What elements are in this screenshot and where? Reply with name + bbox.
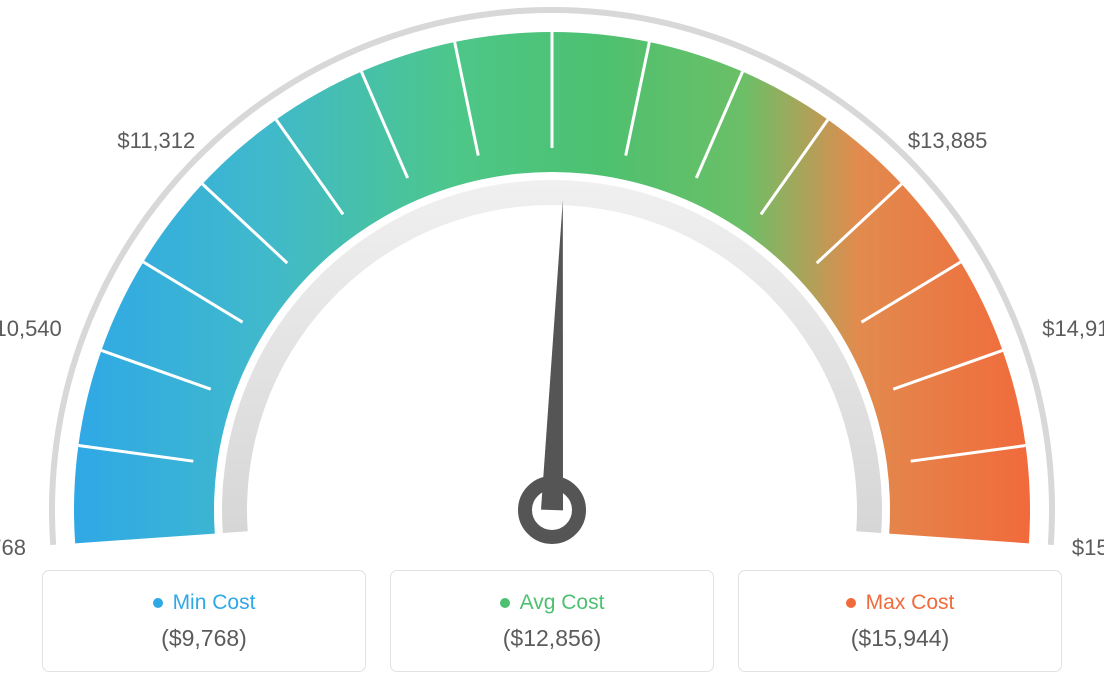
legend-row: Min Cost ($9,768) Avg Cost ($12,856) Max…	[0, 570, 1104, 672]
gauge-tick-label: $9,768	[0, 535, 26, 561]
cost-gauge-figure: $9,768$10,540$11,312$12,856$13,885$14,91…	[0, 0, 1104, 690]
gauge-svg	[0, 0, 1104, 555]
gauge-tick-label: $13,885	[908, 128, 988, 154]
gauge-tick-label: $15,944	[1072, 535, 1104, 561]
legend-dot-max	[846, 598, 856, 608]
legend-dot-min	[153, 598, 163, 608]
gauge-tick-label: $11,312	[117, 128, 195, 154]
legend-top: Min Cost	[153, 591, 256, 615]
legend-value-min: ($9,768)	[161, 625, 247, 652]
legend-name-min: Min Cost	[173, 591, 256, 615]
legend-name-max: Max Cost	[866, 591, 955, 615]
legend-dot-avg	[500, 598, 510, 608]
legend-name-avg: Avg Cost	[520, 591, 605, 615]
legend-card-avg: Avg Cost ($12,856)	[390, 570, 714, 672]
legend-card-min: Min Cost ($9,768)	[42, 570, 366, 672]
legend-top: Max Cost	[846, 591, 955, 615]
gauge-tick-label: $10,540	[0, 316, 62, 342]
legend-value-avg: ($12,856)	[503, 625, 601, 652]
gauge-tick-label: $14,914	[1042, 316, 1104, 342]
legend-top: Avg Cost	[500, 591, 605, 615]
legend-value-max: ($15,944)	[851, 625, 949, 652]
gauge-box: $9,768$10,540$11,312$12,856$13,885$14,91…	[0, 0, 1104, 555]
legend-card-max: Max Cost ($15,944)	[738, 570, 1062, 672]
